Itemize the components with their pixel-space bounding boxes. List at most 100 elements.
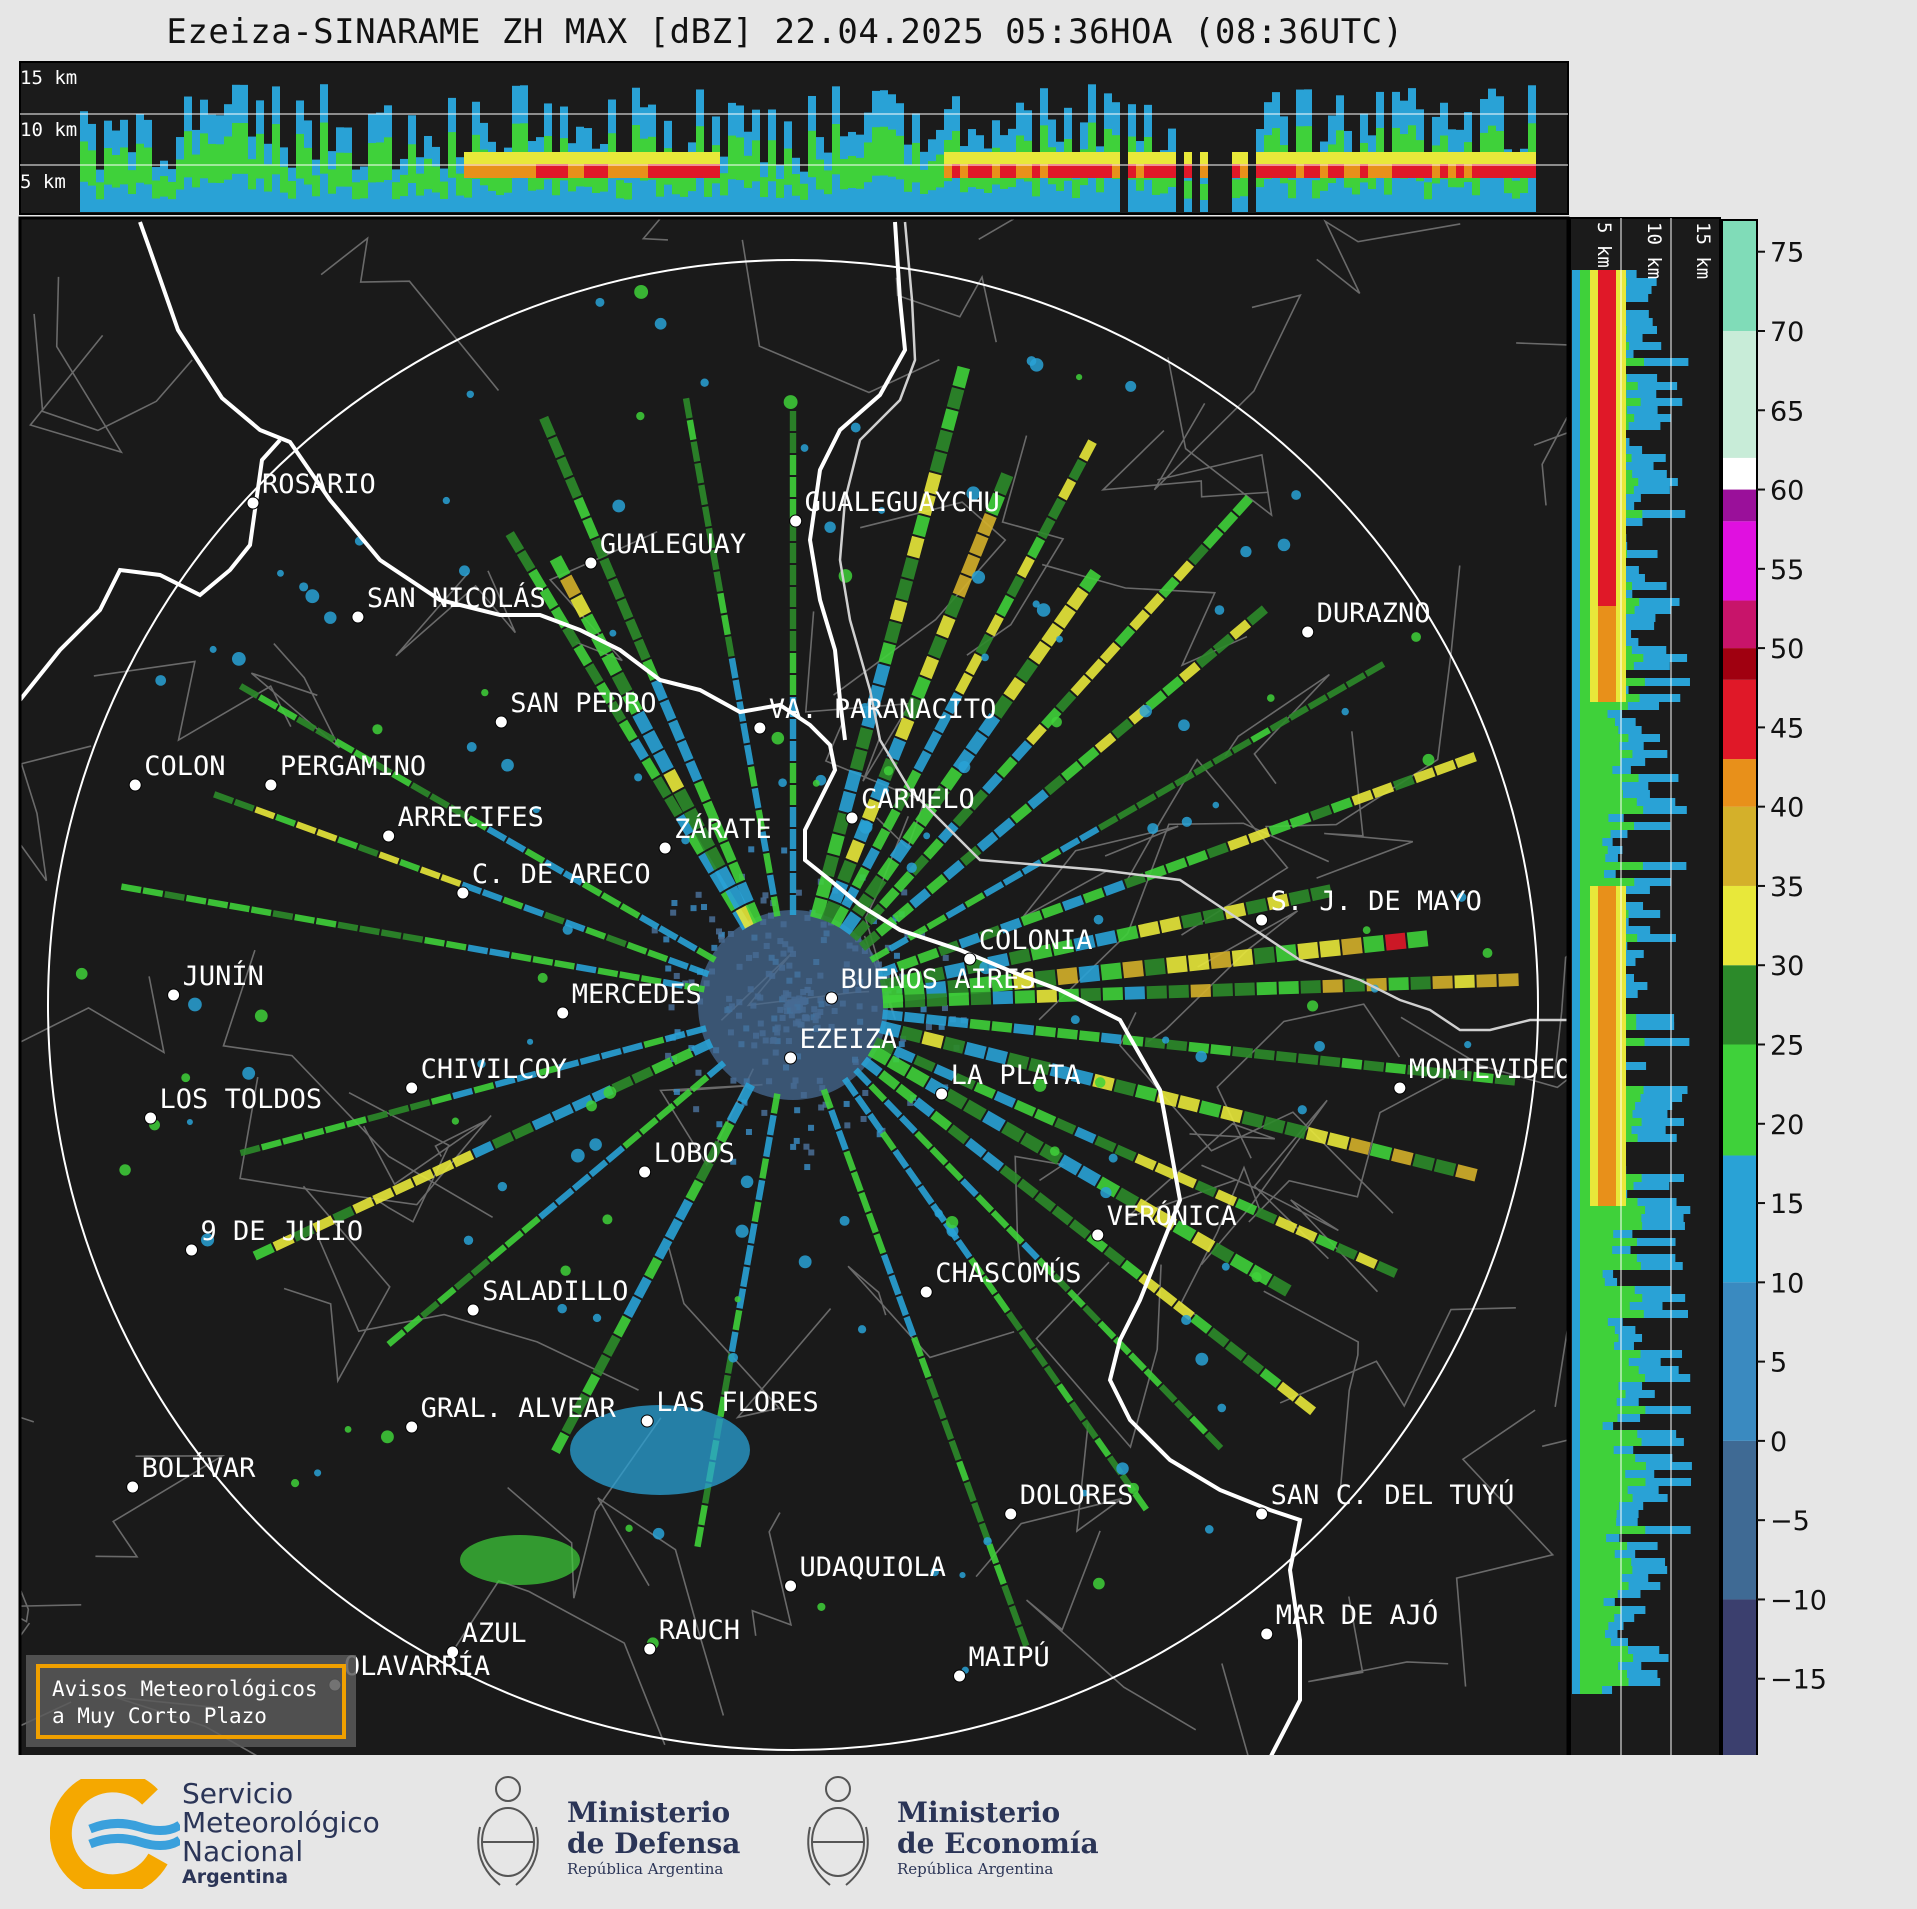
top-label-15km: 15 km bbox=[20, 67, 77, 89]
defensa-line-1: Ministerio bbox=[567, 1796, 731, 1829]
colorbar-tick-label: −10 bbox=[1770, 1585, 1827, 1616]
city-marker bbox=[953, 1669, 967, 1683]
smn-name-line-3: Nacional bbox=[182, 1835, 304, 1868]
colorbar-tick-label: 70 bbox=[1770, 317, 1804, 348]
city-label: SAN PEDRO bbox=[510, 688, 656, 719]
city-marker bbox=[1301, 625, 1315, 639]
city-9-de-julio: 9 DE JULIO bbox=[185, 1216, 363, 1257]
city-label: JUNÍN bbox=[183, 960, 264, 992]
colorbar-tick-label: 0 bbox=[1770, 1427, 1787, 1458]
colorbar-tick-label: 40 bbox=[1770, 793, 1804, 824]
colorbar-tick-label: 60 bbox=[1770, 476, 1804, 507]
city-ver-nica: VERÓNICA bbox=[1091, 1200, 1237, 1242]
city-label: EZEIZA bbox=[800, 1024, 898, 1055]
city-label: ZÁRATE bbox=[674, 813, 772, 845]
colorbar-tick-label: 10 bbox=[1770, 1268, 1804, 1299]
city-marker bbox=[1260, 1627, 1274, 1641]
city-label: PERGAMINO bbox=[280, 751, 426, 782]
city-bol-var: BOLÍVAR bbox=[126, 1452, 257, 1494]
side-label-15km: 15 km bbox=[1692, 222, 1714, 279]
colorbar-tick-label: 5 bbox=[1770, 1348, 1787, 1379]
colorbar-tick-label: 55 bbox=[1770, 555, 1804, 586]
city-ezeiza: EZEIZA bbox=[784, 1024, 898, 1065]
city-marker bbox=[919, 1285, 933, 1299]
city-label: BOLÍVAR bbox=[142, 1452, 257, 1484]
colorbar-band bbox=[1722, 885, 1757, 966]
city-gualeguaychu: GUALEGUAYCHU bbox=[789, 487, 1000, 528]
colorbar-tick-label: 65 bbox=[1770, 396, 1804, 427]
city-rauch: RAUCH bbox=[643, 1615, 740, 1656]
city-marker bbox=[584, 556, 598, 570]
city-label: UDAQUIOLA bbox=[800, 1552, 946, 1583]
city-label: DOLORES bbox=[1020, 1480, 1134, 1511]
colorbar-tick-label: 30 bbox=[1770, 951, 1804, 982]
colorbar-tick-label: 20 bbox=[1770, 1110, 1804, 1141]
side-label-10km: 10 km bbox=[1643, 222, 1665, 279]
colorbar-band bbox=[1722, 1044, 1757, 1156]
colorbar-band bbox=[1722, 457, 1757, 490]
city-s-j-de-mayo: S. J. DE MAYO bbox=[1255, 886, 1482, 927]
city-marker bbox=[128, 778, 142, 792]
city-san-pedro: SAN PEDRO bbox=[494, 688, 657, 729]
city-gualeguay: GUALEGUAY bbox=[584, 529, 746, 570]
city-marker bbox=[643, 1642, 657, 1656]
city-marker bbox=[556, 1006, 570, 1020]
city-label: VA. PARANACITO bbox=[769, 694, 997, 725]
city-label: CHASCOMÚS bbox=[935, 1257, 1081, 1289]
radar-range-ring bbox=[47, 259, 1539, 1751]
city-marker bbox=[405, 1420, 419, 1434]
city-rosario: ROSARIO bbox=[246, 469, 376, 510]
city-va-paranacito: VA. PARANACITO bbox=[753, 694, 997, 735]
city-label: LAS FLORES bbox=[656, 1387, 819, 1418]
city-marker bbox=[825, 991, 839, 1005]
city-label: LA PLATA bbox=[951, 1060, 1081, 1091]
city-san-c-del-tuy-: SAN C. DEL TUYÚ bbox=[1255, 1479, 1514, 1521]
city-las-flores: LAS FLORES bbox=[640, 1387, 819, 1428]
defensa-coat-of-arms-icon bbox=[470, 1767, 546, 1897]
colorbar-tick-label: −5 bbox=[1770, 1506, 1810, 1537]
rio-uruguay-east-bank bbox=[838, 221, 1568, 1032]
defensa-line-2: de Defensa bbox=[567, 1827, 741, 1860]
city-label: GUALEGUAY bbox=[600, 529, 746, 560]
economia-line-3: República Argentina bbox=[897, 1860, 1054, 1878]
map-title: Ezeiza-SINARAME ZH MAX [dBZ] 22.04.2025 … bbox=[166, 12, 1404, 52]
economia-coat-of-arms-icon bbox=[800, 1767, 876, 1897]
colorbar-tick-label: 15 bbox=[1770, 1189, 1804, 1220]
side-section-panel: 5 km 10 km 15 km bbox=[1569, 217, 1721, 1755]
defensa-line-3: República Argentina bbox=[567, 1860, 724, 1878]
rio-uruguay-west-bank bbox=[807, 221, 908, 741]
city-label: ARRECIFES bbox=[398, 802, 544, 833]
colorbar-band bbox=[1722, 1599, 1757, 1755]
top-label-5km: 5 km bbox=[20, 171, 66, 193]
city-colon: COLON bbox=[128, 751, 225, 792]
city-label: MAR DE AJÓ bbox=[1276, 1599, 1439, 1631]
colorbar-band bbox=[1722, 600, 1757, 649]
city-san-nicol-s: SAN NICOLÁS bbox=[351, 582, 546, 624]
city-label: RAUCH bbox=[659, 1615, 740, 1646]
colorbar-tick-label: 45 bbox=[1770, 713, 1804, 744]
city-marker bbox=[1393, 1081, 1407, 1095]
city-label: LOS TOLDOS bbox=[160, 1084, 323, 1115]
city-marker bbox=[456, 886, 470, 900]
city-marker bbox=[405, 1081, 419, 1095]
city-marker bbox=[351, 610, 365, 624]
city-marker bbox=[144, 1111, 158, 1125]
city-buenos-aires: BUENOS AIRES bbox=[825, 964, 1036, 1005]
city-label: CARMELO bbox=[861, 784, 975, 815]
colorbar-band bbox=[1722, 1155, 1757, 1283]
city-label: SALADILLO bbox=[482, 1276, 628, 1307]
city-marker bbox=[789, 514, 803, 528]
colorbar-tick-label: 75 bbox=[1770, 238, 1804, 269]
smn-logo-icon bbox=[49, 1770, 183, 1897]
city-label: OLAVARRÍA bbox=[344, 1650, 490, 1682]
city-marker bbox=[845, 811, 859, 825]
city-label: ROSARIO bbox=[262, 469, 376, 500]
notice-box[interactable]: Avisos Meteorológicos a Muy Corto Plazo bbox=[26, 1655, 356, 1747]
radar-echoes bbox=[75, 285, 1519, 1674]
top-section-panel: 15 km 10 km 5 km bbox=[19, 61, 1569, 215]
city-azul: AZUL bbox=[446, 1618, 527, 1659]
city-maip-: MAIPÚ bbox=[953, 1641, 1050, 1683]
city-durazno: DURAZNO bbox=[1301, 598, 1430, 639]
city-marker bbox=[126, 1480, 140, 1494]
city-c-de-areco: C. DE ARECO bbox=[456, 859, 651, 900]
